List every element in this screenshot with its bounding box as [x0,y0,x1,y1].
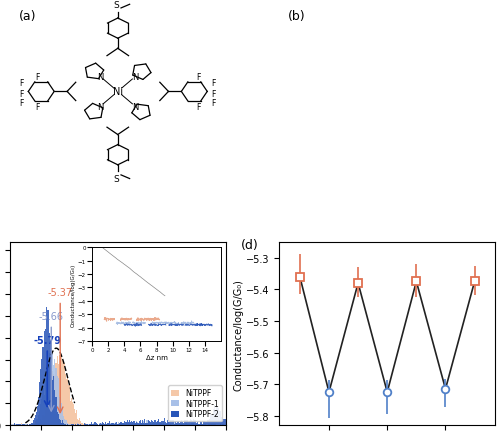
Text: (d): (d) [240,239,258,252]
Text: F: F [20,79,24,88]
Text: N: N [97,103,103,112]
Text: Ni: Ni [112,87,123,97]
Text: N: N [97,73,103,82]
Polygon shape [10,343,226,425]
Text: (b): (b) [288,10,306,23]
Text: (a): (a) [18,10,36,23]
Text: F: F [196,73,201,82]
Text: F: F [35,73,39,82]
Polygon shape [10,307,226,425]
Text: F: F [212,89,216,99]
Y-axis label: Conductance/log(G/G₀): Conductance/log(G/G₀) [234,278,243,390]
Text: F: F [20,99,24,108]
Text: N: N [132,73,138,82]
Text: -5.79: -5.79 [34,335,62,345]
Text: -5.66: -5.66 [39,311,64,321]
Text: F: F [196,102,201,112]
Text: F: F [20,89,24,99]
Text: F: F [212,79,216,88]
Text: -5.37: -5.37 [48,287,73,297]
Text: F: F [35,102,39,112]
Text: N: N [132,103,138,112]
Text: S: S [114,174,119,184]
Text: F: F [212,99,216,108]
Polygon shape [10,355,226,425]
Text: S: S [114,1,119,10]
Legend: NiTPPF, NiTPPF-1, NiTPPF-2: NiTPPF, NiTPPF-1, NiTPPF-2 [168,385,222,421]
